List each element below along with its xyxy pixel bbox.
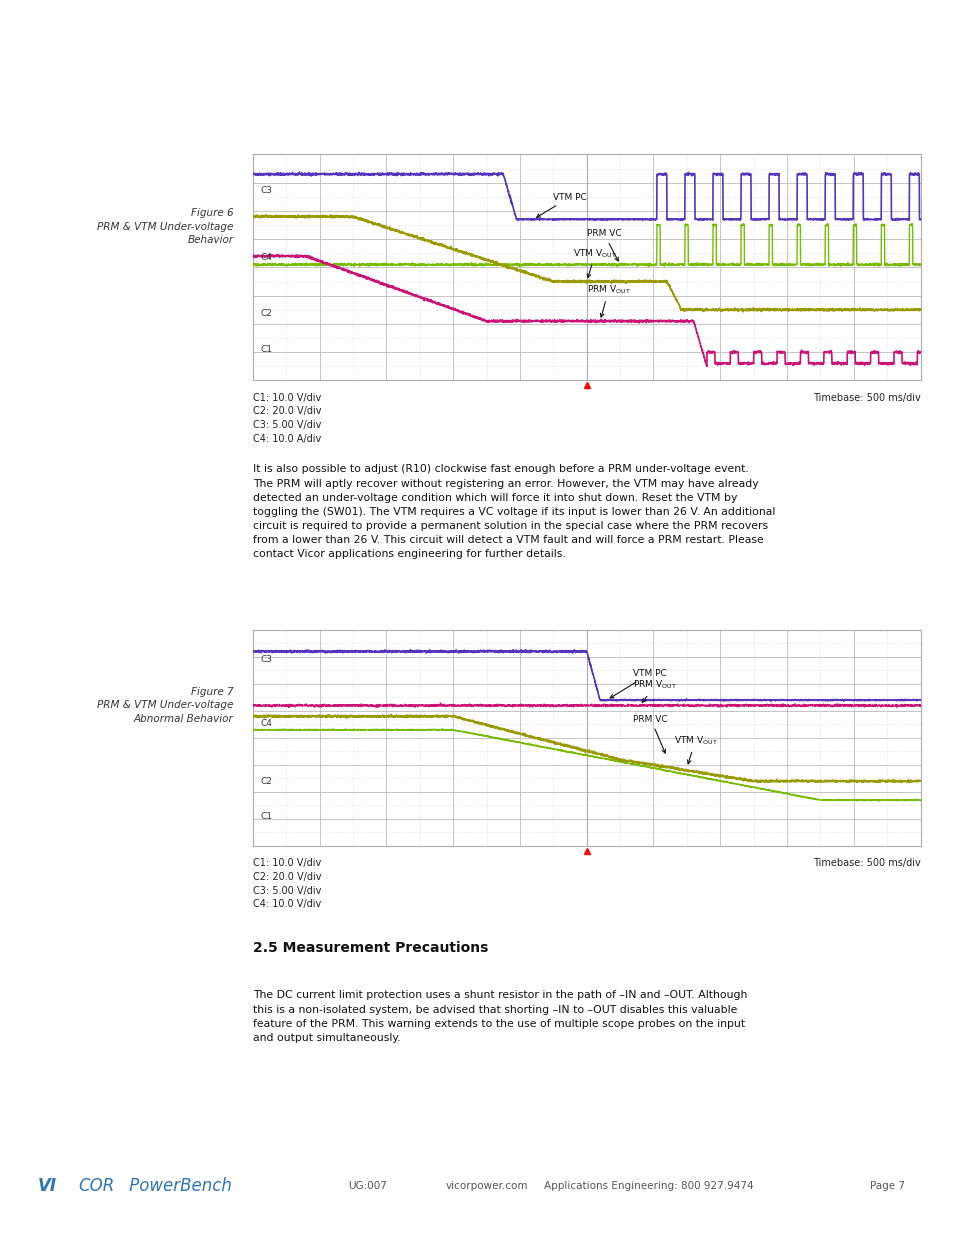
- Text: VI: VI: [38, 1177, 57, 1194]
- Text: PRM V$_\mathregular{OUT}$: PRM V$_\mathregular{OUT}$: [633, 679, 677, 703]
- Text: C2: C2: [260, 777, 273, 785]
- Text: PRM VC: PRM VC: [586, 230, 620, 261]
- Text: PowerBench: PowerBench: [124, 1177, 232, 1194]
- Text: Applications Engineering: 800 927.9474: Applications Engineering: 800 927.9474: [543, 1181, 753, 1191]
- Text: Figure 6
PRM & VTM Under-voltage
Behavior: Figure 6 PRM & VTM Under-voltage Behavio…: [97, 209, 233, 245]
- Text: C1: C1: [260, 345, 273, 353]
- Text: The DC current limit protection uses a shunt resistor in the path of –IN and –OU: The DC current limit protection uses a s…: [253, 990, 746, 1042]
- Text: VTM V$_\mathregular{OUT}$: VTM V$_\mathregular{OUT}$: [673, 735, 717, 763]
- Text: VTM V$_\mathregular{OUT}$: VTM V$_\mathregular{OUT}$: [573, 247, 617, 278]
- Text: C1: 10.0 V/div
C2: 20.0 V/div
C3: 5.00 V/div
C4: 10.0 V/div: C1: 10.0 V/div C2: 20.0 V/div C3: 5.00 V…: [253, 858, 321, 909]
- Text: vicorpower.com: vicorpower.com: [445, 1181, 527, 1191]
- Text: C3: C3: [260, 186, 273, 195]
- Text: VTM PC: VTM PC: [537, 193, 586, 217]
- Text: C4: C4: [260, 719, 273, 727]
- Text: C1: C1: [260, 811, 273, 821]
- Text: C2: C2: [260, 310, 273, 319]
- Text: Timebase: 500 ms/div: Timebase: 500 ms/div: [812, 858, 920, 868]
- Text: Page 7: Page 7: [869, 1181, 903, 1191]
- Text: C1: 10.0 V/div
C2: 20.0 V/div
C3: 5.00 V/div
C4: 10.0 A/div: C1: 10.0 V/div C2: 20.0 V/div C3: 5.00 V…: [253, 393, 321, 443]
- Text: 2.5 Measurement Precautions: 2.5 Measurement Precautions: [253, 941, 488, 955]
- Text: VTM PC: VTM PC: [610, 669, 666, 698]
- Text: PRM V$_\mathregular{OUT}$: PRM V$_\mathregular{OUT}$: [586, 284, 630, 317]
- Text: Timebase: 500 ms/div: Timebase: 500 ms/div: [812, 393, 920, 403]
- Text: C3: C3: [260, 655, 273, 664]
- Text: UG:007: UG:007: [348, 1181, 386, 1191]
- Text: Figure 7
PRM & VTM Under-voltage
Abnormal Behavior: Figure 7 PRM & VTM Under-voltage Abnorma…: [97, 688, 233, 724]
- Text: PRM VC: PRM VC: [633, 715, 667, 753]
- Text: C4: C4: [260, 253, 273, 262]
- Text: It is also possible to adjust (R10) clockwise fast enough before a PRM under-vol: It is also possible to adjust (R10) cloc…: [253, 464, 775, 559]
- Text: COR: COR: [78, 1177, 114, 1194]
